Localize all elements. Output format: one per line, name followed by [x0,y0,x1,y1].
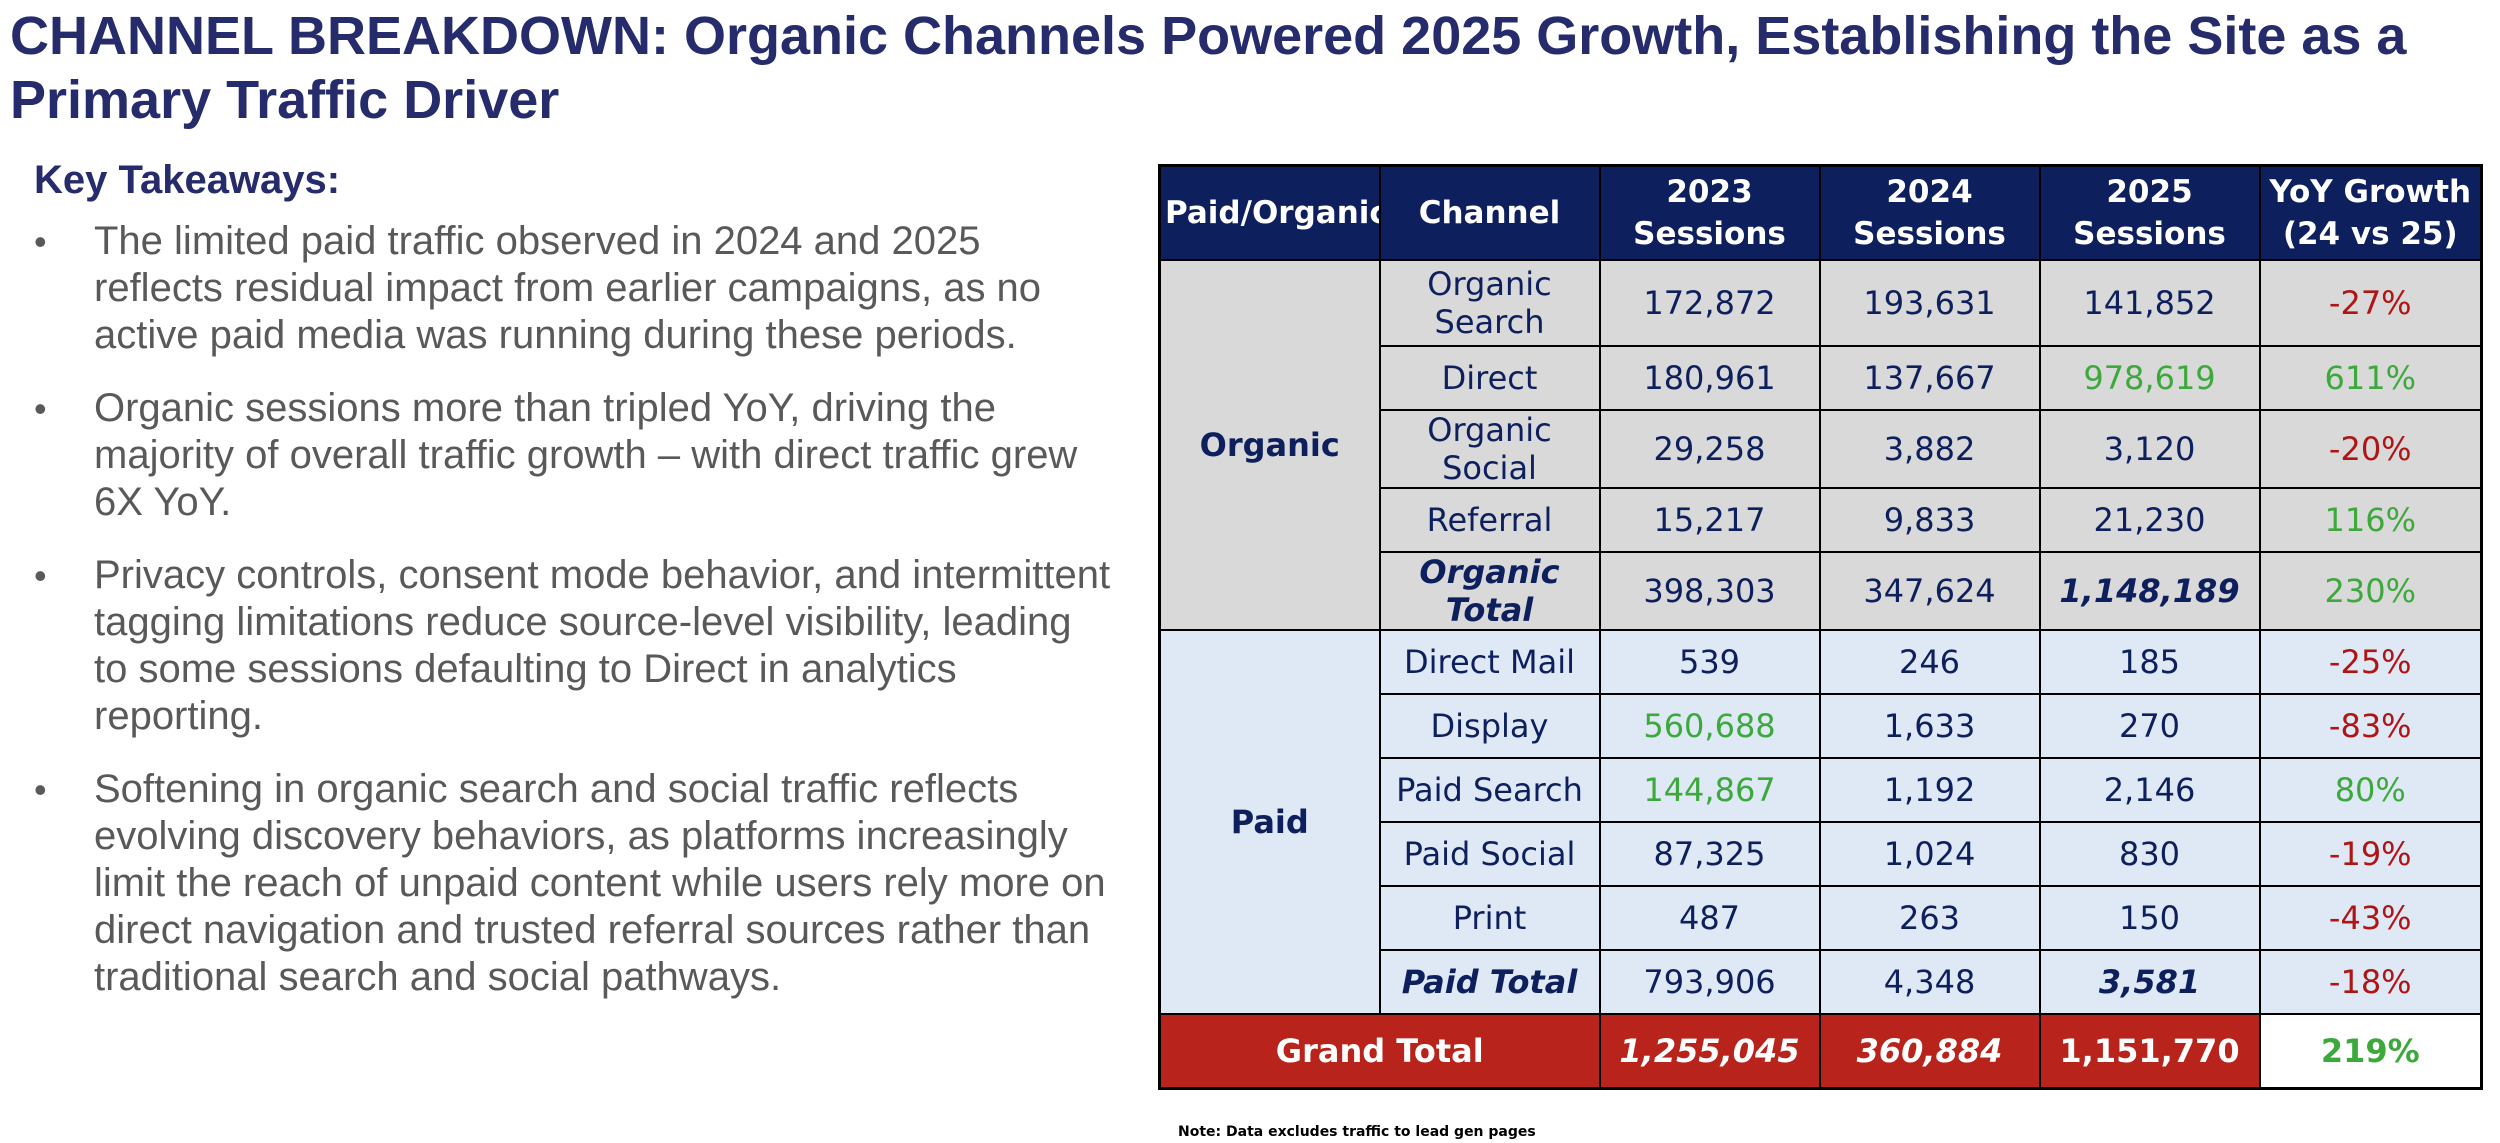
takeaways-list: The limited paid traffic observed in 202… [34,218,1114,1001]
grand-total-label: Grand Total [1158,1013,1601,1090]
sessions-2025-cell: 21,230 [2038,487,2261,553]
takeaway-item: The limited paid traffic observed in 202… [34,218,1114,359]
sessions-2024-cell: 347,624 [1818,551,2041,631]
table-row-grand-total: Grand Total 1,255,045 360,884 1,151,770 … [1158,1013,2483,1090]
sessions-2024-cell: 1,024 [1818,821,2041,887]
channel-cell: Organic Total [1378,551,1601,631]
takeaway-item: Privacy controls, consent mode behavior,… [34,552,1114,740]
sessions-2025-cell: 3,581 [2038,949,2261,1015]
takeaways-heading: Key Takeaways: [34,158,341,202]
sessions-2024-cell: 9,833 [1818,487,2041,553]
sessions-2023-cell: 793,906 [1598,949,1821,1015]
group-paid: Paid [1158,629,1381,1015]
yoy-cell: -27% [2258,259,2483,347]
table-row-paid-total: Paid Total 793,906 4,348 3,581 -18% [1160,949,2483,1015]
header-2023-sessions: 2023 Sessions [1598,164,1821,261]
table-row-organic-total: Organic Total 398,303 347,624 1,148,189 … [1160,551,2483,631]
sessions-2023-cell: 144,867 [1598,757,1821,823]
yoy-cell: 230% [2258,551,2483,631]
channel-cell: Paid Social [1378,821,1601,887]
table-row: Referral 15,217 9,833 21,230 116% [1160,487,2483,553]
table-row: Direct 180,961 137,667 978,619 611% [1160,345,2483,411]
sessions-2023-cell: 487 [1598,885,1821,951]
header-channel: Channel [1378,164,1601,261]
sessions-2024-cell: 246 [1818,629,2041,695]
yoy-cell: -20% [2258,409,2483,489]
sessions-2025-cell: 830 [2038,821,2261,887]
channel-cell: Organic Search [1378,259,1601,347]
yoy-cell: -43% [2258,885,2483,951]
sessions-2025-cell: 3,120 [2038,409,2261,489]
sessions-2023-cell: 398,303 [1598,551,1821,631]
sessions-2025-cell: 1,148,189 [2038,551,2261,631]
title-lead: CHANNEL BREAKDOWN: [10,6,669,66]
table-row: Paid Direct Mail 539 246 185 -25% [1158,629,2483,1015]
sessions-2025-cell: 2,146 [2038,757,2261,823]
sessions-2023-cell: 180,961 [1598,345,1821,411]
sessions-2024-cell: 1,633 [1818,693,2041,759]
header-yoy-growth: YoY Growth (24 vs 25) [2258,164,2483,261]
table-row: Display 560,688 1,633 270 -83% [1160,693,2483,759]
channel-cell: Paid Total [1378,949,1601,1015]
sessions-2024-cell: 137,667 [1818,345,2041,411]
yoy-cell: -18% [2258,949,2483,1015]
table-row: Print 487 263 150 -43% [1160,885,2483,951]
footnote: Note: Data excludes traffic to lead gen … [1178,1124,1536,1140]
header-2025-sessions: 2025 Sessions [2038,164,2261,261]
key-takeaways: Key Takeaways: The limited paid traffic … [34,156,1114,1027]
channel-cell: Display [1378,693,1601,759]
table-row: Paid Social 87,325 1,024 830 -19% [1160,821,2483,887]
channel-cell: Direct [1378,345,1601,411]
table-header-row: Paid/Organic Channel 2023 Sessions 2024 … [1158,164,2483,261]
page-title: CHANNEL BREAKDOWN: Organic Channels Powe… [10,4,2490,132]
sessions-2024-cell: 3,882 [1818,409,2041,489]
title-rest: Organic Channels Powered 2025 Growth, Es… [10,6,2407,130]
channel-cell: Paid Search [1378,757,1601,823]
takeaway-item: Organic sessions more than tripled YoY, … [34,385,1114,526]
table-row: Organic Organic Search 172,872 193,631 1… [1158,259,2483,631]
sessions-2023-cell: 15,217 [1598,487,1821,553]
yoy-cell: 116% [2258,487,2483,553]
sessions-2023-cell: 539 [1598,629,1821,695]
sessions-2024-cell: 4,348 [1818,949,2041,1015]
sessions-2025-cell: 150 [2038,885,2261,951]
grand-total-yoy: 219% [2258,1013,2483,1090]
header-2024-sessions: 2024 Sessions [1818,164,2041,261]
yoy-cell: -25% [2258,629,2483,695]
sessions-2023-cell: 87,325 [1598,821,1821,887]
yoy-cell: -19% [2258,821,2483,887]
sessions-2023-cell: 560,688 [1598,693,1821,759]
table-row: Organic Social 29,258 3,882 3,120 -20% [1160,409,2483,489]
sessions-2023-cell: 29,258 [1598,409,1821,489]
yoy-cell: -83% [2258,693,2483,759]
channel-cell: Print [1378,885,1601,951]
sessions-2023-cell: 172,872 [1598,259,1821,347]
sessions-2024-cell: 263 [1818,885,2041,951]
grand-total-2023: 1,255,045 [1598,1013,1821,1090]
header-paid-organic: Paid/Organic [1158,164,1381,261]
channel-cell: Referral [1378,487,1601,553]
yoy-cell: 611% [2258,345,2483,411]
sessions-2025-cell: 978,619 [2038,345,2261,411]
grand-total-2024: 360,884 [1818,1013,2041,1090]
table-row: Paid Search 144,867 1,192 2,146 80% [1160,757,2483,823]
sessions-2024-cell: 193,631 [1818,259,2041,347]
yoy-cell: 80% [2258,757,2483,823]
sessions-2025-cell: 185 [2038,629,2261,695]
channel-cell: Organic Social [1378,409,1601,489]
channel-cell: Direct Mail [1378,629,1601,695]
sessions-2024-cell: 1,192 [1818,757,2041,823]
group-organic: Organic [1158,259,1381,631]
grand-total-2025: 1,151,770 [2038,1013,2261,1090]
channel-breakdown-table: Paid/Organic Channel 2023 Sessions 2024 … [1158,164,2483,1090]
takeaway-item: Softening in organic search and social t… [34,766,1114,1001]
sessions-2025-cell: 270 [2038,693,2261,759]
sessions-2025-cell: 141,852 [2038,259,2261,347]
